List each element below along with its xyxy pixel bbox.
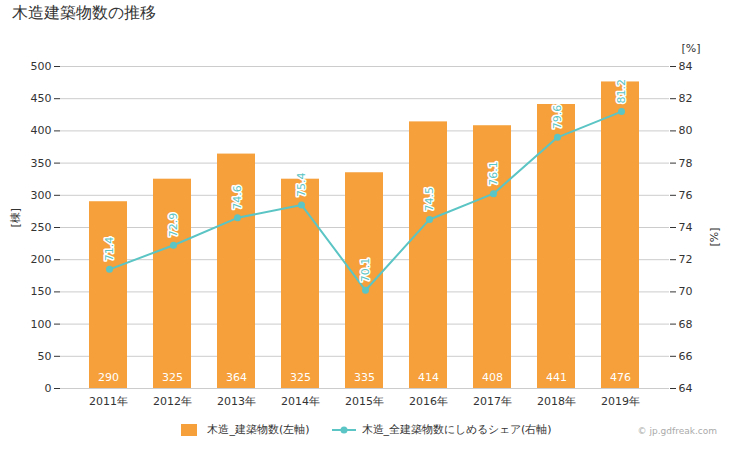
svg-text:450: 450 xyxy=(31,92,52,105)
svg-text:441: 441 xyxy=(546,371,567,384)
svg-text:82: 82 xyxy=(679,92,693,105)
svg-text:78: 78 xyxy=(679,157,693,170)
svg-text:2015年: 2015年 xyxy=(345,395,384,408)
html-text:木造_全建築物数にしめるシェア(右軸): 木造_全建築物数にしめるシェア(右軸) xyxy=(361,423,552,436)
svg-text:500: 500 xyxy=(31,60,52,73)
svg-text:200: 200 xyxy=(31,253,52,266)
svg-text:350: 350 xyxy=(31,157,52,170)
svg-text:[%]: [%] xyxy=(682,42,701,55)
svg-text:68: 68 xyxy=(679,318,693,331)
svg-text:74.6: 74.6 xyxy=(231,185,244,210)
svg-text:325: 325 xyxy=(290,371,311,384)
svg-text:64: 64 xyxy=(679,382,693,395)
html-text:木造建築物数の推移: 木造建築物数の推移 xyxy=(12,3,156,22)
svg-text:364: 364 xyxy=(226,371,247,384)
svg-text:0: 0 xyxy=(45,382,52,395)
svg-text:476: 476 xyxy=(610,371,631,384)
svg-text:76: 76 xyxy=(679,189,693,202)
svg-text:408: 408 xyxy=(482,371,503,384)
svg-text:2018年: 2018年 xyxy=(537,395,576,408)
svg-text:325: 325 xyxy=(162,371,183,384)
svg-text:150: 150 xyxy=(31,285,52,298)
svg-text:80: 80 xyxy=(679,124,693,137)
svg-text:[棟]: [棟] xyxy=(9,208,22,228)
svg-text:72.9: 72.9 xyxy=(167,213,180,238)
svg-text:335: 335 xyxy=(354,371,375,384)
svg-text:74.5: 74.5 xyxy=(423,187,436,212)
svg-text:74: 74 xyxy=(679,221,693,234)
svg-text:300: 300 xyxy=(31,189,52,202)
svg-text:70: 70 xyxy=(679,285,693,298)
svg-text:79.6: 79.6 xyxy=(551,105,564,130)
svg-text:250: 250 xyxy=(31,221,52,234)
svg-text:70.1: 70.1 xyxy=(359,258,372,283)
svg-text:81.2: 81.2 xyxy=(615,79,628,104)
html-text:木造_建築物数(左軸): 木造_建築物数(左軸) xyxy=(207,423,310,436)
svg-text:71.4: 71.4 xyxy=(103,237,116,261)
svg-text:2014年: 2014年 xyxy=(281,395,320,408)
svg-text:84: 84 xyxy=(679,60,693,73)
svg-text:76.1: 76.1 xyxy=(487,161,500,186)
svg-text:50: 50 xyxy=(38,350,52,363)
html-text:© jp.gdfreak.com: © jp.gdfreak.com xyxy=(637,426,717,436)
svg-text:2017年: 2017年 xyxy=(473,395,512,408)
svg-text:66: 66 xyxy=(679,350,693,363)
svg-text:75.4: 75.4 xyxy=(295,172,308,197)
svg-text:72: 72 xyxy=(679,253,693,266)
svg-text:100: 100 xyxy=(31,318,52,331)
svg-text:2012年: 2012年 xyxy=(153,395,192,408)
svg-text:290: 290 xyxy=(98,371,119,384)
svg-text:2016年: 2016年 xyxy=(409,395,448,408)
svg-text:2011年: 2011年 xyxy=(89,395,128,408)
svg-text:400: 400 xyxy=(31,124,52,137)
svg-text:2019年: 2019年 xyxy=(601,395,640,408)
svg-text:414: 414 xyxy=(418,371,439,384)
svg-text:2013年: 2013年 xyxy=(217,395,256,408)
svg-text:[%]: [%] xyxy=(708,228,721,247)
